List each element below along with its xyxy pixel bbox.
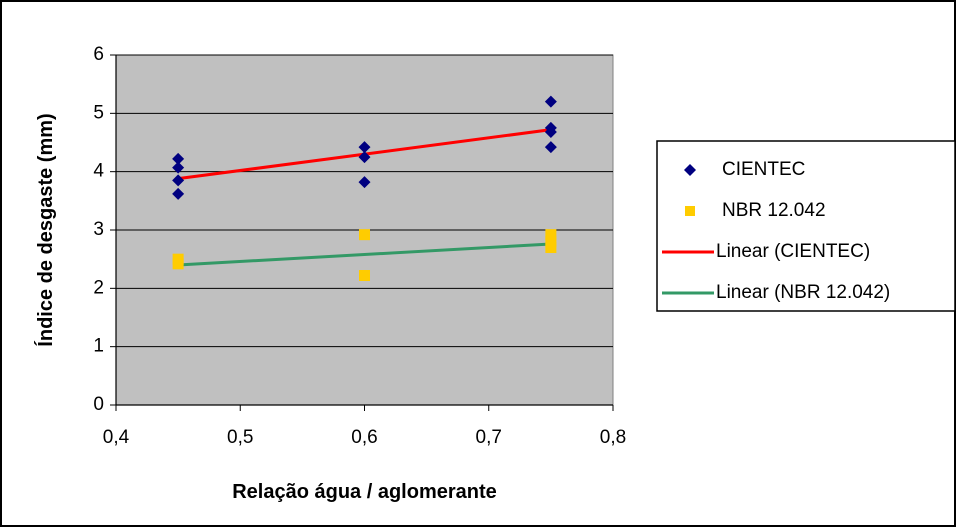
x-tick-label: 0,5 (227, 427, 253, 448)
data-point-nbr (545, 236, 557, 248)
data-point-nbr (545, 229, 557, 241)
x-tick-label: 0,4 (103, 427, 130, 448)
y-axis-title: Índice de desgaste (mm) (34, 113, 57, 346)
data-point-cientec (544, 126, 557, 138)
data-point-cientec (172, 161, 185, 174)
legend-label-linear-nbr: Linear (NBR 12.042) (716, 282, 890, 303)
tick-labels: 0 1 2 3 4 5 6 0,4 0,5 0,6 0,7 0,8 (93, 44, 626, 448)
data-point-cientec (358, 176, 371, 189)
y-tick-label: 2 (93, 277, 104, 298)
x-tick-label: 0,6 (351, 427, 377, 448)
y-tick-label: 6 (93, 44, 104, 65)
data-point-cientec (544, 95, 557, 108)
data-point-nbr (359, 270, 370, 281)
data-point-cientec (358, 141, 371, 154)
data-point-cientec (172, 187, 185, 200)
data-point-nbr (545, 242, 557, 253)
legend: CIENTEC NBR 12.042 Linear (CIENTEC) Line… (656, 140, 956, 312)
legend-marker-cientec (684, 164, 696, 176)
data-point-nbr (172, 258, 184, 270)
x-tick-label: 0,8 (600, 427, 626, 448)
legend-box (656, 140, 956, 312)
y-tick-label: 0 (93, 394, 104, 415)
data-point-cientec (358, 151, 371, 164)
legend-label-cientec: CIENTEC (722, 159, 805, 180)
trendline (178, 242, 551, 267)
data-point-cientec (172, 174, 185, 187)
data-points (172, 95, 557, 281)
data-point-cientec (172, 152, 185, 165)
y-tick-label: 3 (93, 219, 104, 240)
data-point-cientec (544, 141, 557, 154)
x-tick-label: 0,7 (476, 427, 502, 448)
legend-marker-nbr (685, 206, 695, 216)
data-point-nbr (359, 229, 370, 241)
y-tick-label: 4 (93, 161, 104, 182)
y-tick-label: 5 (93, 102, 104, 123)
x-axis-title: Relação água / aglomerante (232, 481, 497, 503)
legend-label-linear-cientec: Linear (CIENTEC) (716, 241, 870, 262)
legend-label-nbr: NBR 12.042 (722, 200, 826, 221)
y-tick-label: 1 (93, 336, 104, 357)
axes (110, 54, 614, 411)
